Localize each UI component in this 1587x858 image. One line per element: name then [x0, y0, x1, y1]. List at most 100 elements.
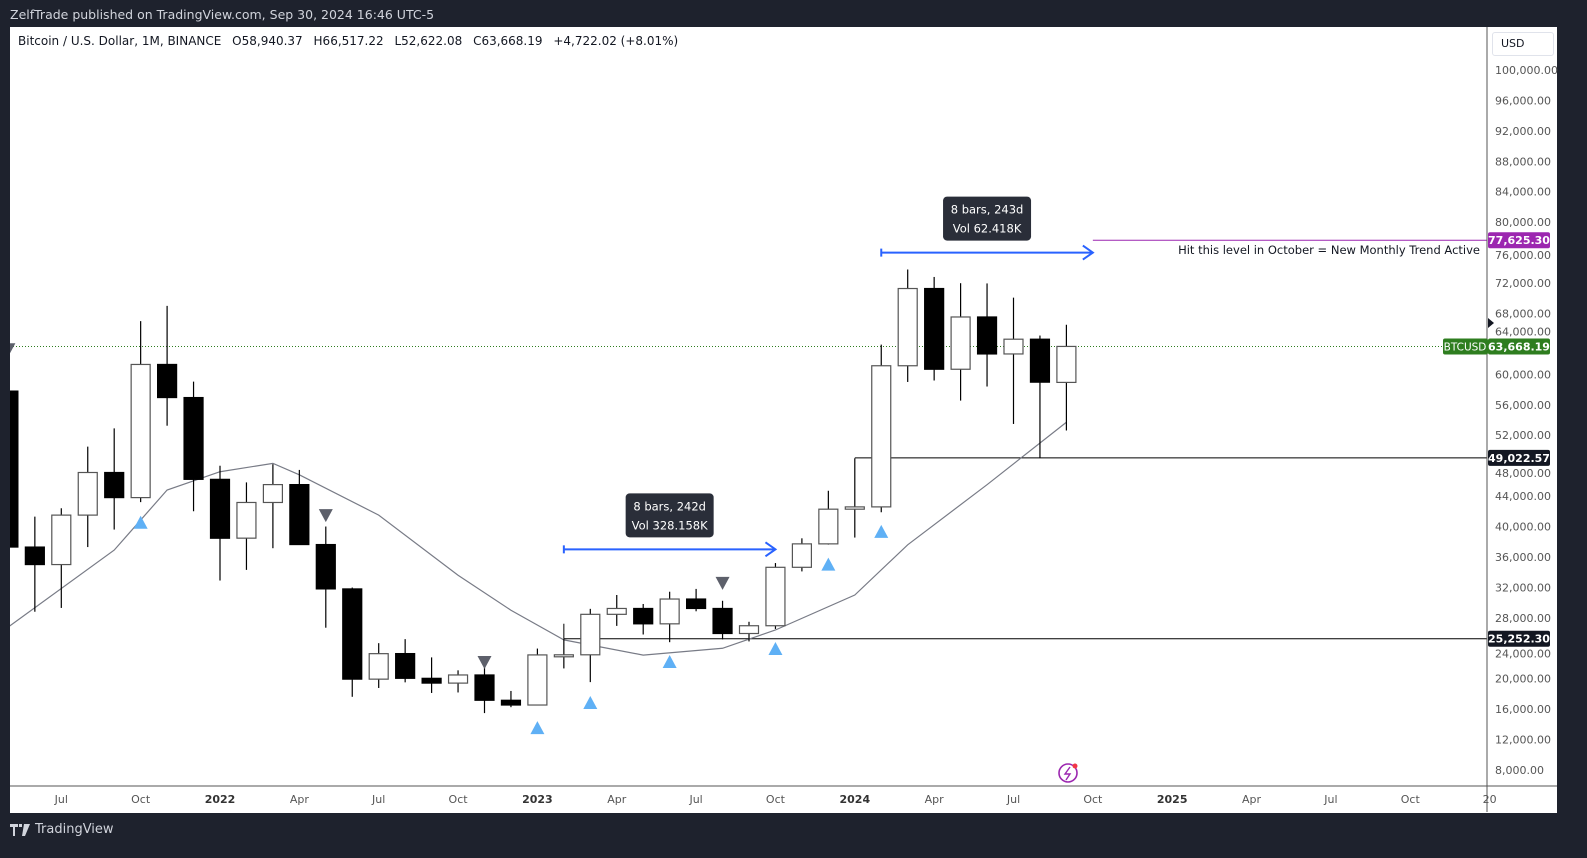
plot-area: Hit this level in October = New Monthly …: [10, 196, 1487, 735]
ohlc-low: L52,622.08: [394, 34, 463, 48]
ohlc-change: +4,722.02 (+8.01%): [553, 34, 679, 48]
ohlc-open: O58,940.37: [232, 34, 303, 48]
time-tick-label: Jul: [1006, 793, 1020, 806]
level-price-label: 77,625.30: [1488, 234, 1550, 247]
price-tick-label: 28,000.00: [1495, 612, 1551, 625]
price-tick-label: 88,000.00: [1495, 155, 1551, 168]
signal-down-triangle: [715, 576, 730, 590]
price-tick-label: 96,000.00: [1495, 94, 1551, 107]
candle-body: [871, 365, 892, 508]
price-tick-label: 100,000.00: [1495, 64, 1558, 77]
price-tick-label: 8,000.00: [1495, 764, 1544, 777]
candle-body: [395, 652, 416, 679]
candle-body: [421, 677, 442, 684]
candle-body: [633, 607, 654, 625]
signal-up-triangle: [583, 696, 598, 710]
candle-body: [1029, 338, 1051, 383]
level-note-text: Hit this level in October = New Monthly …: [1178, 243, 1480, 257]
price-tick-label: 84,000.00: [1495, 186, 1551, 199]
candle-body: [289, 483, 310, 546]
symbol-name: Bitcoin / U.S. Dollar, 1M, BINANCE: [18, 34, 222, 48]
price-tick-label: 36,000.00: [1495, 551, 1551, 564]
price-tick-label: 64,000.00: [1495, 325, 1551, 338]
measure-bars-text: 8 bars, 243d: [951, 203, 1024, 217]
footer-brand: TradingView: [35, 822, 114, 837]
tradingview-footer[interactable]: TradingView: [10, 822, 114, 837]
last-price-label: 63,668.19: [1488, 340, 1550, 353]
signal-up-triangle: [530, 721, 545, 735]
measure-tooltip-bg: [943, 196, 1032, 241]
candle-body: [104, 471, 125, 499]
symbol-label-bg: [1443, 338, 1488, 355]
symbol-label: BTCUSD: [1444, 341, 1487, 353]
candle-body: [950, 316, 971, 370]
candle-body: [209, 478, 231, 539]
currency-button[interactable]: USD: [1492, 32, 1554, 56]
price-tick-label: 20,000.00: [1495, 673, 1551, 686]
candle-body: [315, 543, 336, 590]
measure-tooltip-bg: [625, 493, 714, 538]
candle-body: [659, 598, 680, 625]
price-tick-label: 44,000.00: [1495, 490, 1551, 503]
axis-marker-icon: [1488, 318, 1494, 328]
price-tick-label: 40,000.00: [1495, 521, 1551, 534]
price-tick-label: 52,000.00: [1495, 429, 1551, 442]
price-tick-label: 60,000.00: [1495, 368, 1551, 381]
candle-body: [580, 613, 601, 656]
candle-body: [712, 607, 733, 635]
price-tick-label: 12,000.00: [1495, 734, 1551, 747]
time-tick-label: 2023: [522, 793, 553, 806]
time-tick-label: 2025: [1157, 793, 1188, 806]
price-tick-label: 16,000.00: [1495, 703, 1551, 716]
level-price-label-bg: [1488, 232, 1550, 249]
time-tick-label: Jul: [688, 793, 702, 806]
candle-body: [924, 287, 945, 370]
time-tick-label: Jul: [54, 793, 68, 806]
measure-arrow-head: [1082, 244, 1095, 261]
signal-up-triangle: [768, 642, 783, 656]
candle-body: [844, 506, 865, 510]
signal-up-triangle: [821, 557, 836, 571]
price-tick-label: 72,000.00: [1495, 277, 1551, 290]
candle-body: [130, 363, 151, 499]
candle-body: [342, 588, 363, 680]
time-tick-label: Oct: [1083, 793, 1103, 806]
lightning-bolt-icon: [1063, 766, 1072, 781]
signal-down-triangle: [477, 655, 492, 669]
time-tick-label: Oct: [449, 793, 469, 806]
candle-body: [791, 543, 813, 568]
level-price-label-bg: [1488, 630, 1550, 647]
candle-body: [236, 501, 257, 539]
measure-bars-text: 8 bars, 242d: [633, 499, 706, 513]
candle-body: [447, 674, 469, 684]
signal-up-triangle: [662, 654, 677, 668]
time-tick-label: Jul: [1323, 793, 1337, 806]
time-tick-label: Jul: [371, 793, 385, 806]
candle-body: [527, 654, 548, 706]
measure-arrow-head: [764, 541, 778, 558]
notification-dot-icon: [1072, 763, 1078, 769]
candle-body: [818, 508, 839, 545]
ohlc-high: H66,517.22: [313, 34, 384, 48]
time-tick-label: Apr: [925, 793, 945, 806]
price-tick-label: 92,000.00: [1495, 125, 1551, 138]
price-tick-label: 68,000.00: [1495, 307, 1551, 320]
candle-body: [368, 653, 389, 680]
time-tick-label: 20: [1483, 793, 1497, 806]
signal-up-triangle: [874, 524, 889, 538]
candle-body: [500, 699, 522, 706]
price-tick-label: 48,000.00: [1495, 467, 1551, 480]
candle-body: [897, 287, 918, 367]
candle-body: [606, 607, 627, 615]
candle-body: [738, 625, 760, 635]
signal-down-triangle: [10, 343, 16, 354]
time-tick-label: Apr: [1242, 793, 1262, 806]
signal-down-triangle: [318, 509, 333, 523]
chart-frame[interactable]: [10, 27, 1557, 813]
candle-body: [77, 471, 98, 516]
lightning-alert-icon: [1058, 763, 1078, 783]
candle-body: [51, 514, 72, 566]
time-tick-label: Apr: [607, 793, 627, 806]
price-tick-label: 80,000.00: [1495, 216, 1551, 229]
